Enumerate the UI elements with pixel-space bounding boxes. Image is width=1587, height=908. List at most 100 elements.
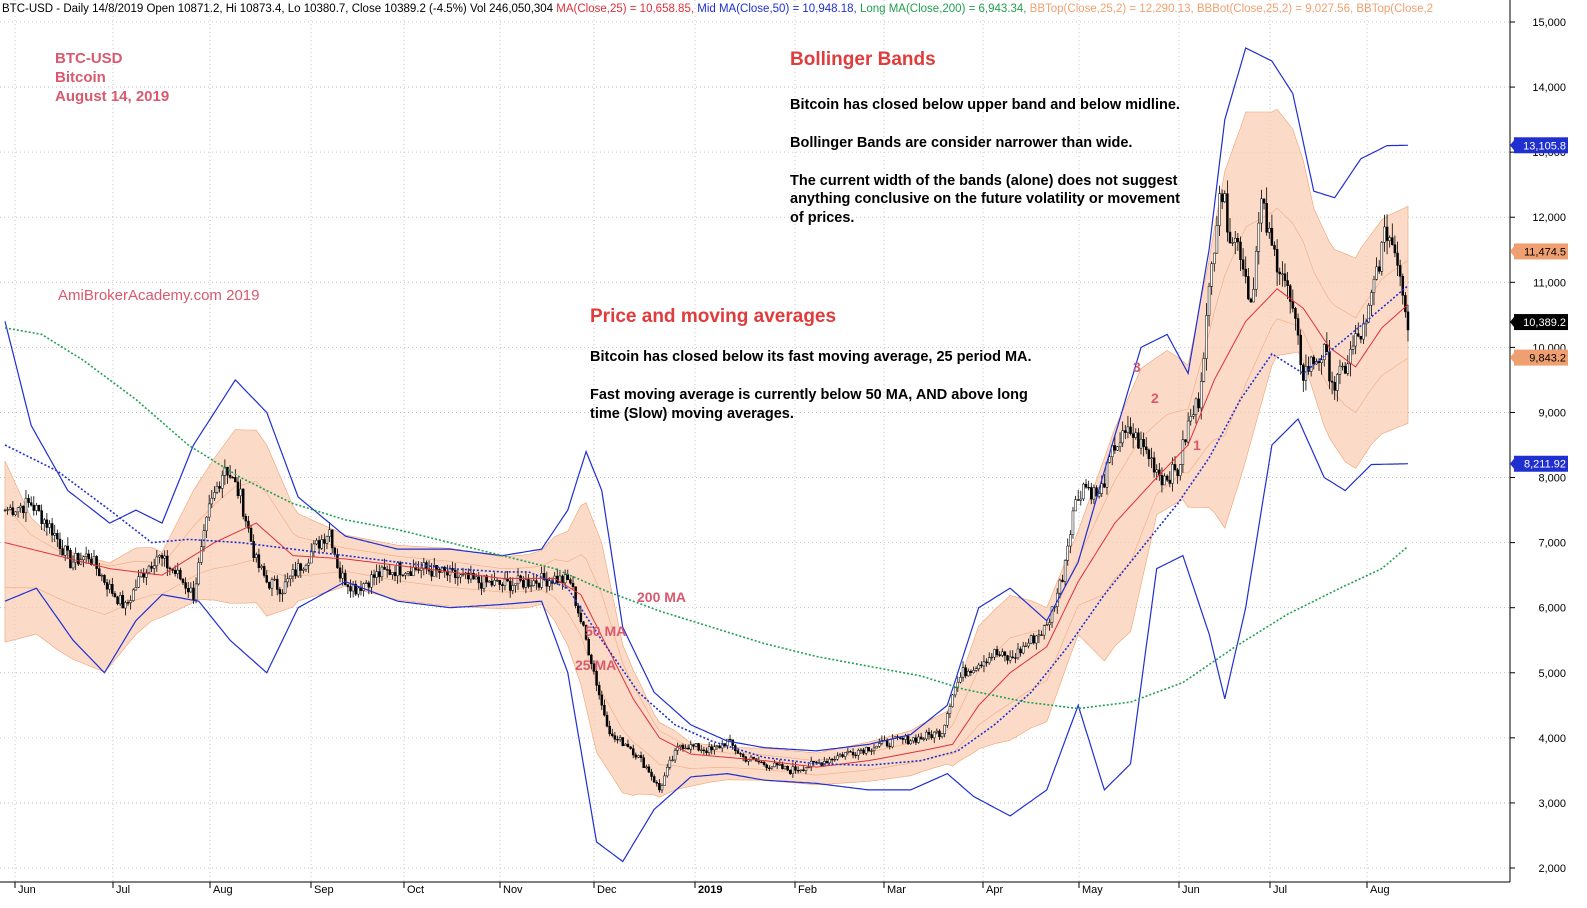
candle-body — [1398, 265, 1402, 277]
candle-body — [1160, 475, 1164, 486]
y-tick-label: 3,000 — [1538, 798, 1566, 810]
candle-body — [385, 569, 389, 571]
candle-body — [600, 694, 604, 706]
candle-body — [1084, 483, 1088, 488]
candle-body — [1014, 657, 1017, 659]
candle-body — [202, 530, 206, 548]
candle-body — [485, 575, 488, 583]
y-axis-ticks: 2,000 3,000 4,000 5,000 6,000 7,000 8,000 9,000… — [1510, 17, 1566, 875]
candle-body — [537, 583, 541, 588]
candle-body — [542, 573, 546, 580]
candle-body — [84, 553, 88, 557]
candle-body — [215, 486, 219, 493]
candle-body — [548, 580, 551, 587]
candle-body — [998, 654, 1001, 656]
candle-body — [221, 475, 224, 489]
candle-body — [134, 587, 138, 591]
candle-body — [16, 507, 20, 513]
candle-body — [1074, 499, 1077, 512]
candle-body — [789, 769, 792, 774]
candle-body — [1393, 244, 1397, 254]
x-tick-label: Apr — [986, 884, 1003, 896]
candle-body — [637, 755, 640, 758]
candle-body — [1016, 648, 1020, 659]
candle-body — [461, 573, 465, 576]
candle-body — [1152, 457, 1156, 473]
candle-body — [516, 575, 520, 585]
candle-body — [804, 767, 808, 772]
y-tick-label: 14,000 — [1532, 82, 1566, 94]
candle-body — [406, 571, 410, 574]
candle-body — [273, 578, 276, 581]
candle-body — [1265, 203, 1268, 233]
candle-body — [501, 584, 504, 586]
candle-body — [166, 555, 169, 569]
candle-body — [652, 776, 656, 783]
candle-body — [43, 519, 46, 524]
y-tick-label: 2,000 — [1538, 863, 1566, 875]
candle-body — [720, 743, 724, 749]
header-segment-4: BBTop(Close,25,2) = 12,290.13, — [1030, 3, 1197, 15]
candle-body — [885, 740, 889, 747]
candle-body — [24, 498, 28, 514]
candle-body — [289, 575, 292, 580]
candle-body — [1283, 273, 1287, 281]
candle-body — [642, 757, 645, 768]
candle-body — [1066, 545, 1069, 561]
candle-body — [14, 511, 17, 515]
candle-body — [503, 578, 507, 586]
candle-body — [19, 505, 22, 509]
candle-body — [953, 687, 957, 696]
candle-body — [1333, 382, 1336, 391]
candle-body — [739, 753, 742, 755]
value-badge-label: 10,389.2 — [1523, 317, 1566, 329]
value-badge-label: 8,211.92 — [1524, 459, 1566, 471]
candle-body — [218, 486, 221, 489]
candle-body — [1252, 289, 1255, 303]
candle-body — [1142, 439, 1145, 448]
ma50-line — [4, 285, 1409, 767]
candle-body — [692, 744, 695, 747]
candle-body — [8, 507, 12, 510]
candle-body — [32, 504, 36, 511]
candle-body — [393, 572, 397, 577]
candle-body — [799, 769, 802, 771]
candle-body — [1040, 634, 1043, 636]
candle-body — [833, 758, 837, 761]
candle-body — [752, 756, 755, 759]
pma-text-1: Bitcoin has closed below its fast moving… — [590, 349, 1032, 365]
candle-body — [815, 761, 818, 764]
bb-lower-line — [4, 417, 1409, 863]
candle-body — [472, 572, 475, 580]
candle-body — [391, 572, 394, 575]
candle-body — [605, 714, 609, 727]
candle-body — [741, 753, 745, 758]
bb-text-2: Bollinger Bands are consider narrower th… — [790, 135, 1132, 151]
candle-body — [1380, 241, 1384, 272]
header-segment-0: BTC-USD - Daily 14/8/2019 Open 10871.2, … — [2, 3, 556, 15]
value-badge — [1514, 455, 1568, 472]
candle-body — [372, 574, 376, 578]
candle-body — [433, 565, 436, 577]
candle-body — [3, 509, 7, 512]
candle-body — [105, 582, 109, 590]
wave-label-3: 3 — [1133, 359, 1141, 375]
candle-body — [940, 733, 944, 737]
candle-body — [262, 566, 266, 576]
candle-body — [1325, 344, 1329, 353]
candle-body — [1262, 198, 1266, 204]
candle-body — [1341, 365, 1344, 368]
value-badge-pointer — [1510, 246, 1514, 257]
candle-body — [1006, 655, 1009, 661]
candle-body — [268, 581, 271, 589]
candle-body — [626, 743, 630, 748]
candle-body — [951, 694, 954, 707]
candle-body — [498, 579, 501, 585]
candle-body — [35, 505, 38, 511]
candle-body — [1351, 345, 1355, 350]
label-50ma: 50 MA — [585, 623, 626, 639]
candle-body — [234, 477, 237, 483]
candle-body — [1218, 193, 1221, 226]
candle-body — [56, 533, 59, 540]
candle-body — [1116, 446, 1119, 451]
